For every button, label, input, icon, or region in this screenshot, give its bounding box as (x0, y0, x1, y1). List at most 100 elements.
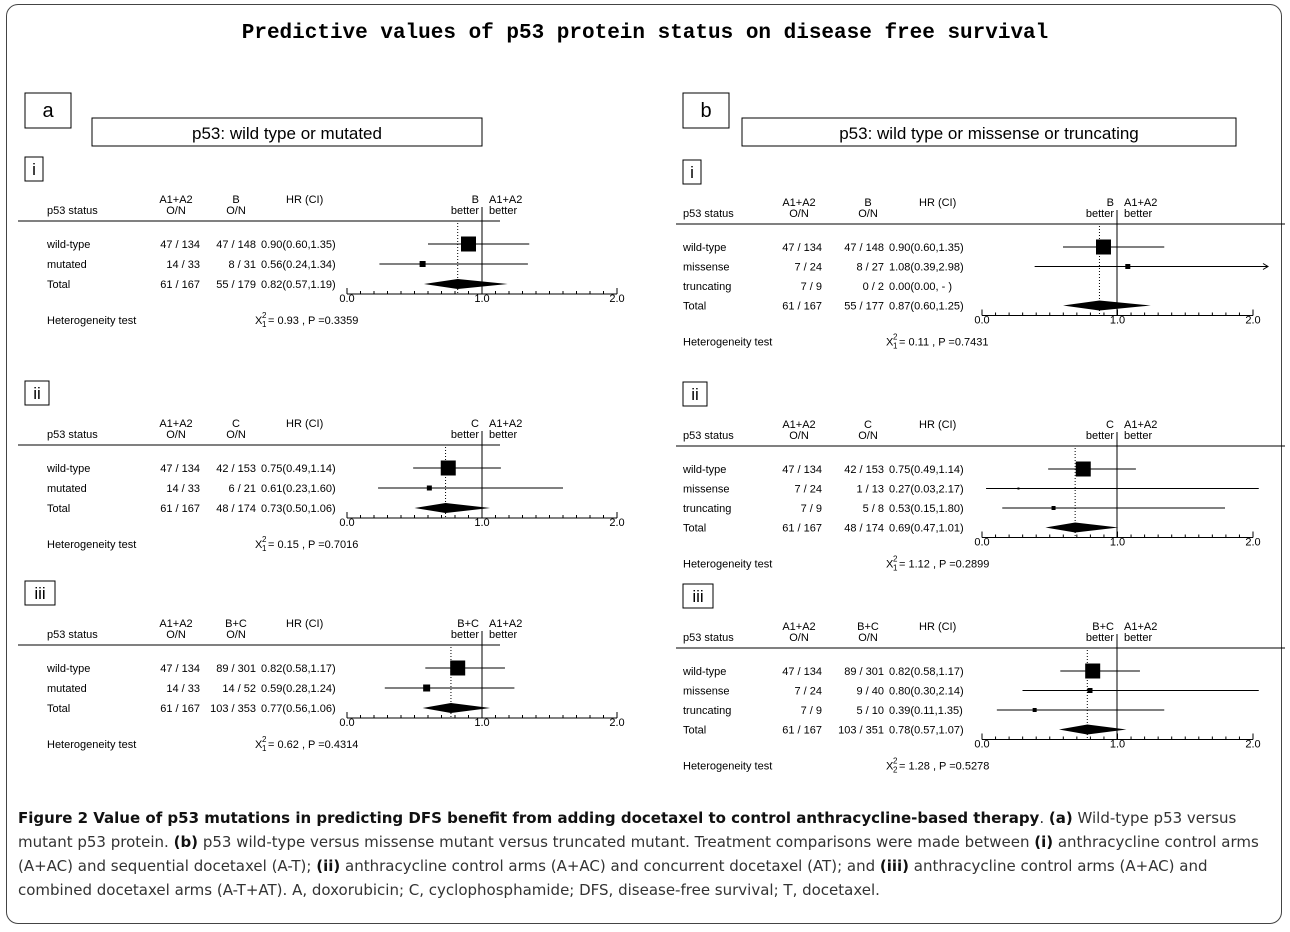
better-left-top: B+C (1092, 621, 1114, 633)
total-label: Total (47, 703, 70, 715)
x-tick-label: 0.0 (339, 293, 354, 305)
row-exp-count: 48 / 174 (844, 523, 884, 535)
row-hr-text: 0.39(0.11,1.35) (889, 705, 963, 717)
row-exp-count: 55 / 179 (216, 279, 256, 291)
row-exp-count: 89 / 301 (216, 663, 256, 675)
col-header-hr: HR (CI) (286, 418, 323, 430)
chi-subscript: 1 (262, 320, 267, 329)
total-diamond (422, 703, 491, 713)
point-estimate-box (426, 485, 432, 491)
point-estimate-box (1051, 506, 1056, 510)
row-label: truncating (683, 705, 731, 717)
point-estimate-box (461, 236, 476, 252)
col-header-status: p53 status (683, 208, 734, 220)
x-tick-label: 2.0 (609, 717, 624, 729)
heterogeneity-label: Heterogeneity test (683, 559, 772, 571)
heterogeneity-value: = 0.62 , P =0.4314 (268, 739, 358, 751)
panel-letter: a (42, 100, 54, 122)
x-tick-label: 1.0 (474, 293, 489, 305)
col-header-hr: HR (CI) (286, 618, 323, 630)
heterogeneity-value: = 0.15 , P =0.7016 (268, 539, 358, 551)
heterogeneity-label: Heterogeneity test (683, 761, 772, 773)
total-label: Total (683, 301, 706, 313)
caption-ref: (iii) (879, 857, 910, 875)
better-left-top: C (1106, 419, 1114, 431)
col-header-hr: HR (CI) (919, 419, 956, 431)
better-right-top: A1+A2 (489, 418, 522, 430)
chi-superscript: 2 (262, 735, 267, 744)
row-control-count: 7 / 24 (794, 484, 822, 496)
col-header-status: p53 status (683, 430, 734, 442)
subpanel-numeral-box (24, 156, 44, 182)
panel-subtitle-box (741, 117, 1237, 147)
point-estimate-box (419, 261, 426, 267)
row-label: wild-type (682, 242, 726, 254)
col-header-exp-top: B+C (857, 621, 879, 633)
col-header-status: p53 status (47, 429, 98, 441)
chi-symbol: X (886, 559, 894, 571)
total-diamond (1063, 300, 1151, 311)
row-label: wild-type (46, 239, 90, 251)
row-hr-text: 0.82(0.58,1.17) (889, 666, 964, 678)
caption-text: p53 wild-type versus missense mutant ver… (198, 833, 1035, 851)
row-hr-text: 0.69(0.47,1.01) (889, 523, 964, 535)
better-left-bottom: better (451, 205, 479, 217)
heterogeneity-label: Heterogeneity test (47, 539, 136, 551)
better-right-bottom: better (1124, 430, 1152, 442)
figure-caption: Figure 2 Value of p53 mutations in predi… (18, 806, 1273, 902)
row-hr-text: 1.08(0.39,2.98) (889, 262, 964, 274)
subpanel-numeral: iii (34, 584, 45, 603)
row-exp-count: 1 / 13 (856, 484, 884, 496)
chi-symbol: X (886, 337, 894, 349)
row-control-count: 7 / 9 (801, 503, 822, 515)
x-tick-label: 1.0 (1110, 537, 1125, 549)
row-label: mutated (47, 683, 87, 695)
row-control-count: 61 / 167 (782, 301, 822, 313)
x-tick-label: 2.0 (609, 293, 624, 305)
row-control-count: 47 / 134 (160, 239, 200, 251)
panel-letter-box (24, 92, 72, 129)
row-control-count: 47 / 134 (160, 663, 200, 675)
better-right-top: A1+A2 (489, 194, 522, 206)
chi-symbol: X (255, 739, 263, 751)
better-right-top: A1+A2 (1124, 419, 1157, 431)
col-header-control-top: A1+A2 (782, 197, 815, 209)
x-tick-label: 0.0 (974, 315, 989, 327)
chi-subscript: 2 (893, 766, 898, 775)
caption-text: anthracycline control arms (A+AC) and co… (340, 857, 880, 875)
chi-superscript: 2 (262, 535, 267, 544)
point-estimate-box (1125, 264, 1131, 269)
better-right-top: A1+A2 (489, 618, 522, 630)
row-label: wild-type (682, 666, 726, 678)
row-control-count: 7 / 24 (794, 262, 822, 274)
row-label: wild-type (46, 463, 90, 475)
subpanel-numeral: ii (33, 384, 41, 403)
row-control-count: 61 / 167 (160, 279, 200, 291)
col-header-control-top: A1+A2 (159, 194, 192, 206)
caption-text: anthracycline control arms (A+AC) and co… (18, 857, 1208, 899)
better-left-top: B (1107, 197, 1114, 209)
row-hr-text: 0.90(0.60,1.35) (889, 242, 964, 254)
caption-text: Wild-type p53 versus mutant p53 protein. (18, 809, 1237, 851)
better-left-top: C (471, 418, 479, 430)
better-right-bottom: better (1124, 208, 1152, 220)
row-label: mutated (47, 483, 87, 495)
row-exp-count: 14 / 52 (222, 683, 256, 695)
row-label: truncating (683, 281, 731, 293)
row-control-count: 61 / 167 (160, 703, 200, 715)
subpanel-numeral-box (682, 159, 702, 185)
col-header-exp-bottom: O/N (858, 632, 878, 644)
col-header-exp-bottom: O/N (858, 208, 878, 220)
col-header-exp-top: B+C (225, 618, 247, 630)
x-tick-label: 2.0 (609, 517, 624, 529)
row-exp-count: 9 / 40 (856, 686, 884, 698)
row-label: missense (683, 484, 729, 496)
forest-plots: a p53: wild type or mutated i p53 status A1+… (18, 92, 1285, 775)
col-header-control-bottom: O/N (789, 208, 809, 220)
better-left-bottom: better (1086, 632, 1114, 644)
ci-arrow (1262, 263, 1269, 270)
caption-lead-dot: . (1039, 809, 1049, 827)
point-estimate-box (1017, 487, 1020, 490)
row-control-count: 7 / 9 (801, 705, 822, 717)
heterogeneity-label: Heterogeneity test (683, 337, 772, 349)
